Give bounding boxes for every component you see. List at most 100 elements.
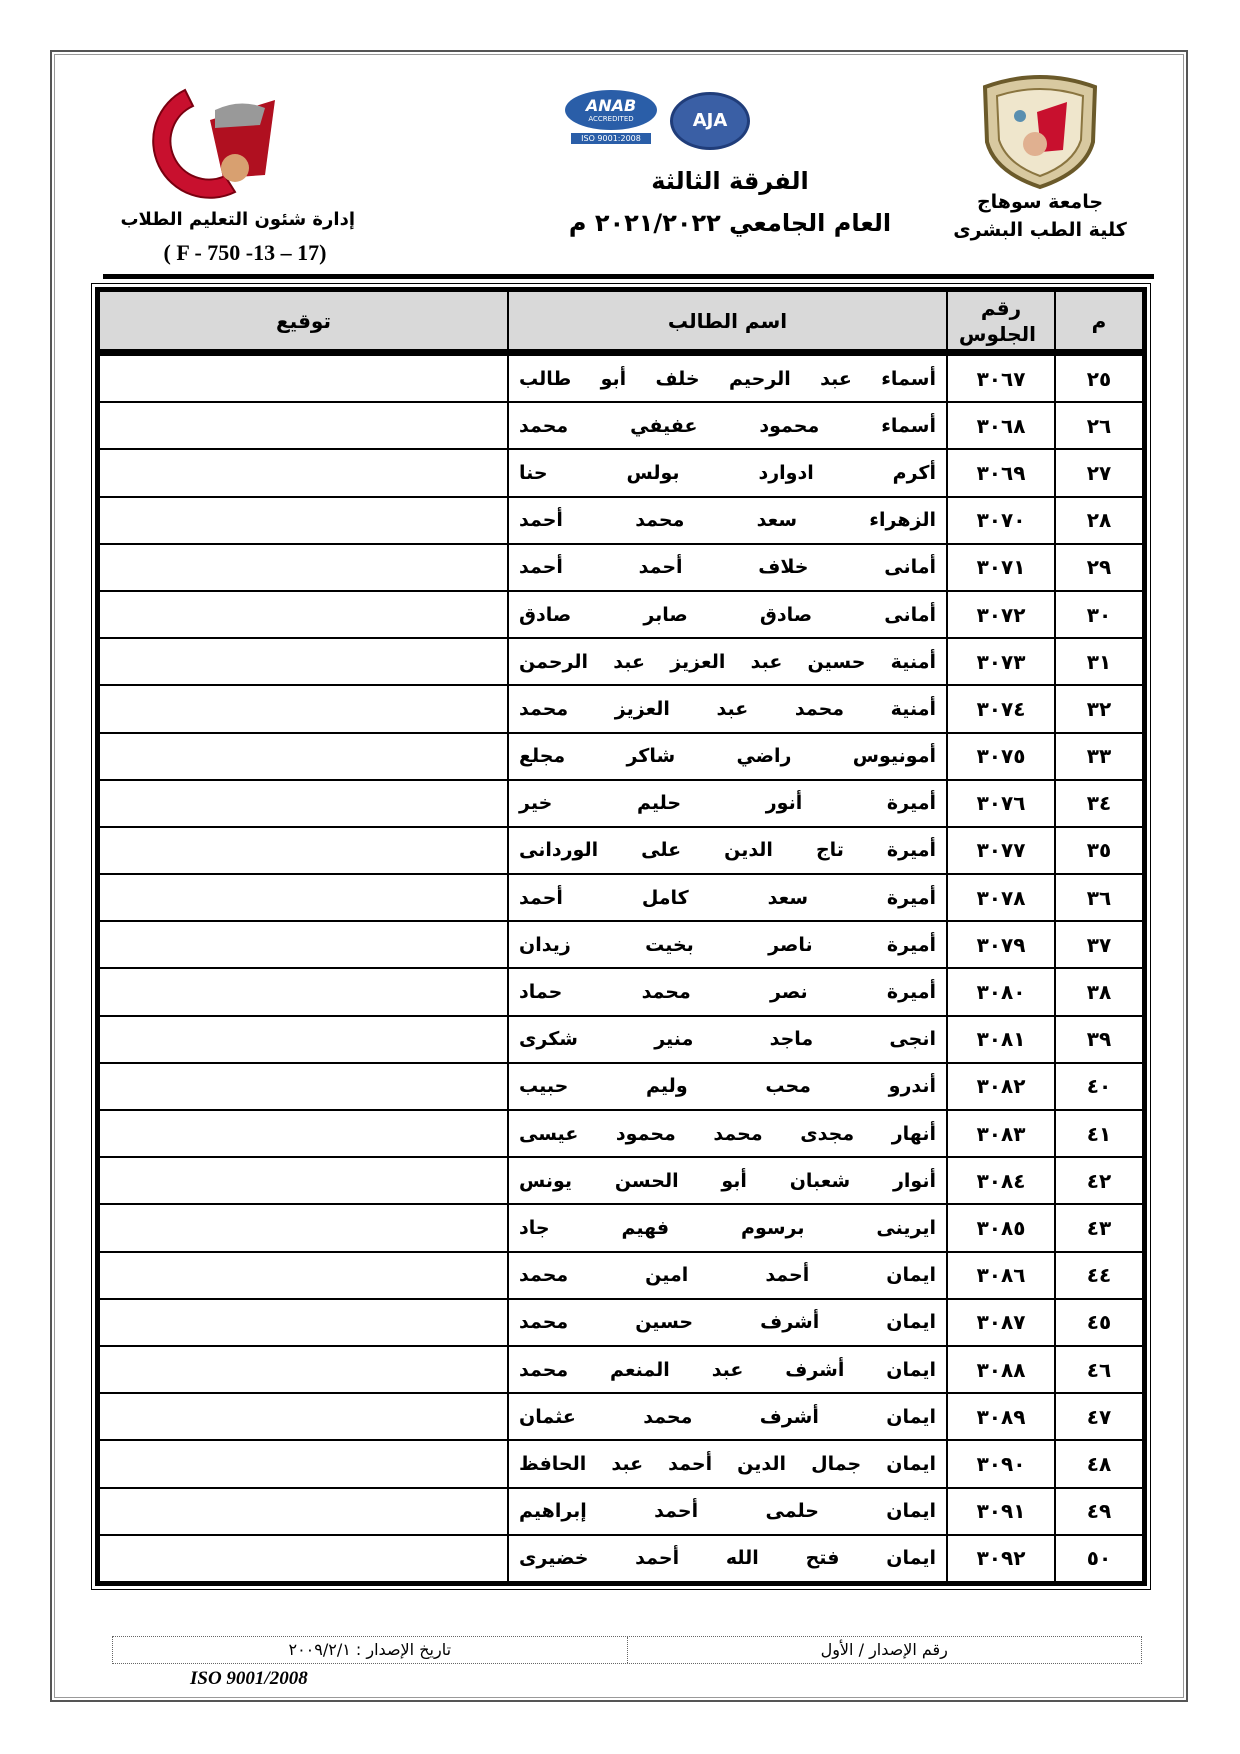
student-name: ايمان أحمد امين محمد <box>508 1251 947 1299</box>
faculty-name: كلية الطب البشرى <box>953 219 1127 241</box>
signature-cell[interactable] <box>99 1251 508 1299</box>
row-number: ٤٣ <box>1055 1204 1143 1252</box>
header-divider <box>103 274 1154 279</box>
table-row: ٤٤ ٣٠٨٦ ايمان أحمد امين محمد <box>99 1251 1143 1299</box>
row-number: ٢٩ <box>1055 543 1143 591</box>
signature-cell[interactable] <box>99 732 508 780</box>
row-number: ٤٧ <box>1055 1393 1143 1441</box>
anab-badge: ANAB ACCREDITED ISO 9001:2008 <box>565 90 657 148</box>
row-number: ٤٠ <box>1055 1062 1143 1110</box>
signature-cell[interactable] <box>99 1015 508 1063</box>
row-number: ٣٤ <box>1055 779 1143 827</box>
seat-number: ٣٠٩١ <box>947 1487 1055 1535</box>
seat-number: ٣٠٨٢ <box>947 1062 1055 1110</box>
anab-oval: ANAB ACCREDITED <box>565 90 657 130</box>
row-number: ٣١ <box>1055 638 1143 686</box>
table-row: ٣٥ ٣٠٧٧ أميرة تاج الدين على الوردانى <box>99 826 1143 875</box>
seat-number: ٣٠٨١ <box>947 1015 1055 1063</box>
signature-cell[interactable] <box>99 874 508 922</box>
seat-number: ٣٠٧٤ <box>947 685 1055 733</box>
seat-number: ٣٠٧٣ <box>947 638 1055 686</box>
seat-number: ٣٠٩٠ <box>947 1440 1055 1488</box>
page-frame <box>50 50 1188 1702</box>
anab-title: ANAB <box>585 96 637 115</box>
signature-cell[interactable] <box>99 496 508 544</box>
student-name: ايمان أشرف محمد عثمان <box>508 1393 947 1441</box>
row-number: ٤٢ <box>1055 1157 1143 1205</box>
signature-cell[interactable] <box>99 1204 508 1252</box>
student-name: ايمان حلمى أحمد إبراهيم <box>508 1487 947 1535</box>
table-row: ٢٧ ٣٠٦٩ أكرم ادوارد بولس حنا <box>99 449 1143 497</box>
table-row: ٣٢ ٣٠٧٤ أمنية محمد عبد العزيز محمد <box>99 685 1143 733</box>
signature-cell[interactable] <box>99 968 508 1016</box>
seat-number: ٣٠٦٩ <box>947 449 1055 497</box>
seat-number: ٣٠٨٣ <box>947 1110 1055 1158</box>
row-number: ٣٠ <box>1055 590 1143 639</box>
signature-cell[interactable] <box>99 1487 508 1535</box>
col-header-seat-label: رقم الجلوس <box>958 295 1036 346</box>
seat-number: ٣٠٧٨ <box>947 874 1055 922</box>
table-row: ٢٨ ٣٠٧٠ الزهراء سعد محمد أحمد <box>99 496 1143 544</box>
signature-cell[interactable] <box>99 1440 508 1488</box>
academic-year: العام الجامعي ٢٠٢١/٢٠٢٢ م <box>568 209 892 237</box>
row-number: ٣٩ <box>1055 1015 1143 1063</box>
student-name: ايمان أشرف حسين محمد <box>508 1298 947 1346</box>
table-row: ٣٣ ٣٠٧٥ أمونيوس راضي شاكر مجلع <box>99 732 1143 780</box>
attendance-table: م رقم الجلوس اسم الطالب توقيع ٢٥ ٣٠٦٧ أسما… <box>91 283 1151 1590</box>
row-number: ٢٥ <box>1055 355 1143 403</box>
col-header-signature: توقيع <box>99 291 508 355</box>
table-row: ٤٩ ٣٠٩١ ايمان حلمى أحمد إبراهيم <box>99 1487 1143 1535</box>
table-row: ٢٥ ٣٠٦٧ أسماء عبد الرحيم خلف أبو طالب <box>99 355 1143 403</box>
student-name: أمانى صادق صابر صادق <box>508 590 947 639</box>
academic-level: الفرقة الثالثة <box>651 167 809 195</box>
student-name: أكرم ادوارد بولس حنا <box>508 449 947 497</box>
seat-number: ٣٠٧٩ <box>947 921 1055 969</box>
student-name: أسماء محمود عفيفي محمد <box>508 402 947 450</box>
table-row: ٣٦ ٣٠٧٨ أميرة سعد كامل أحمد <box>99 874 1143 922</box>
signature-cell[interactable] <box>99 543 508 591</box>
form-code: ( F - 750 -13 – 17) <box>163 240 327 265</box>
signature-cell[interactable] <box>99 1157 508 1205</box>
student-name: ايرينى برسوم فهيم جاد <box>508 1204 947 1252</box>
table-row: ٣٩ ٣٠٨١ انجى ماجد منير شكرى <box>99 1015 1143 1063</box>
signature-cell[interactable] <box>99 826 508 875</box>
seat-number: ٣٠٨٨ <box>947 1345 1055 1394</box>
signature-cell[interactable] <box>99 1110 508 1158</box>
department-name: إدارة شئون التعليم الطلاب <box>120 209 355 230</box>
table-row: ٢٦ ٣٠٦٨ أسماء محمود عفيفي محمد <box>99 402 1143 450</box>
row-number: ٤٤ <box>1055 1251 1143 1299</box>
signature-cell[interactable] <box>99 638 508 686</box>
seat-number: ٣٠٩٢ <box>947 1534 1055 1582</box>
signature-cell[interactable] <box>99 685 508 733</box>
signature-cell[interactable] <box>99 779 508 827</box>
table-row: ٤٢ ٣٠٨٤ أنوار شعبان أبو الحسن يونس <box>99 1157 1143 1205</box>
signature-cell[interactable] <box>99 1393 508 1441</box>
student-name: أميرة تاج الدين على الوردانى <box>508 826 947 875</box>
seat-number: ٣٠٧٠ <box>947 496 1055 544</box>
signature-cell[interactable] <box>99 402 508 450</box>
university-name: جامعة سوهاج <box>976 191 1104 213</box>
student-name: أنوار شعبان أبو الحسن يونس <box>508 1157 947 1205</box>
signature-cell[interactable] <box>99 355 508 403</box>
student-name: ايمان جمال الدين أحمد عبد الحافظ <box>508 1440 947 1488</box>
student-name: انجى ماجد منير شكرى <box>508 1015 947 1063</box>
signature-cell[interactable] <box>99 449 508 497</box>
table-row: ٤٦ ٣٠٨٨ ايمان أشرف عبد المنعم محمد <box>99 1345 1143 1394</box>
student-name: أسماء عبد الرحيم خلف أبو طالب <box>508 355 947 403</box>
row-number: ٤١ <box>1055 1110 1143 1158</box>
signature-cell[interactable] <box>99 1534 508 1582</box>
seat-number: ٣٠٨٤ <box>947 1157 1055 1205</box>
signature-cell[interactable] <box>99 590 508 639</box>
signature-cell[interactable] <box>99 921 508 969</box>
student-name: أميرة نصر محمد حماد <box>508 968 947 1016</box>
aja-badge: AJA <box>670 92 750 150</box>
signature-cell[interactable] <box>99 1345 508 1394</box>
signature-cell[interactable] <box>99 1298 508 1346</box>
seat-number: ٣٠٧٢ <box>947 590 1055 639</box>
table-row: ٣١ ٣٠٧٣ أمنية حسين عبد العزيز عبد الرحمن <box>99 638 1143 686</box>
row-number: ٣٧ <box>1055 921 1143 969</box>
anab-iso-label: ISO 9001:2008 <box>571 133 651 144</box>
table-row: ٤٣ ٣٠٨٥ ايرينى برسوم فهيم جاد <box>99 1204 1143 1252</box>
table-row: ٤٧ ٣٠٨٩ ايمان أشرف محمد عثمان <box>99 1393 1143 1441</box>
signature-cell[interactable] <box>99 1062 508 1110</box>
